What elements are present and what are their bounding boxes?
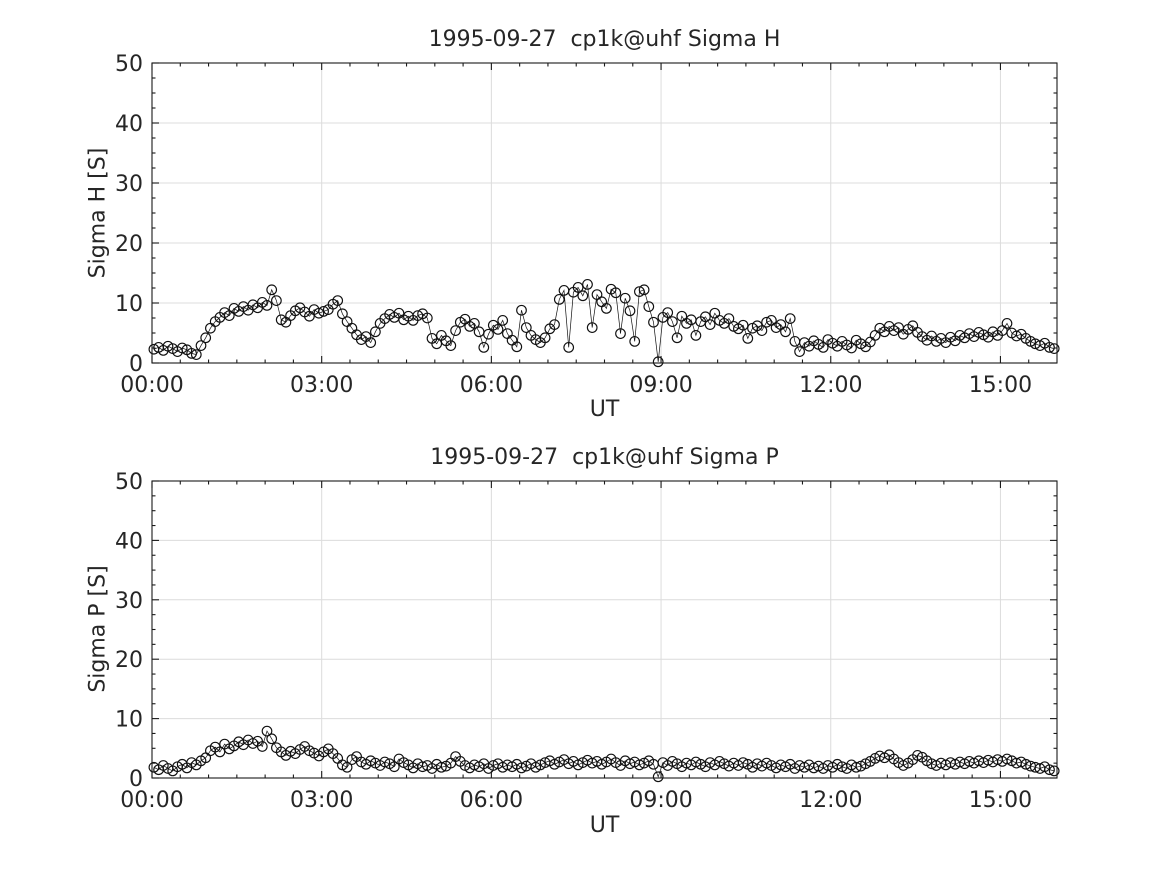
sigma-p-grid	[152, 481, 1057, 778]
sigma-h-x-tick-label: 00:00	[120, 373, 183, 398]
sigma-h-series-line	[153, 284, 1055, 362]
sigma-p-x-tick-label: 09:00	[629, 788, 692, 813]
sigma-p-x-tick-label: 00:00	[120, 788, 183, 813]
sigma-h-y-tick-label: 20	[115, 232, 143, 257]
sigma-p-x-tick-label: 03:00	[290, 788, 353, 813]
sigma-h-y-tick-label: 50	[115, 52, 143, 77]
sigma-p-x-tick-label: 12:00	[799, 788, 862, 813]
sigma-p-y-tick-label: 50	[115, 470, 143, 495]
sigma-h-x-tick-label: 15:00	[969, 373, 1032, 398]
sigma-p-series-markers	[148, 725, 1060, 783]
sigma-p-xlabel: UT	[589, 813, 620, 838]
sigma-h-y-tick-label: 30	[115, 172, 143, 197]
sigma-p-tick-labels: 00:00 03:00 06:00 09:00 12:00 15:00 0 10 20 30 40 5…	[115, 470, 1032, 813]
sigma-h-series-markers	[148, 279, 1060, 368]
sigma-h-title: 1995-09-27 cp1k@uhf Sigma H	[428, 27, 781, 52]
sigma-p-y-tick-label: 20	[115, 648, 143, 673]
sigma-p-x-tick-label: 15:00	[969, 788, 1032, 813]
sigma-p-axes-box	[151, 480, 1058, 779]
sigma-p-panel: 00:00 03:00 06:00 09:00 12:00 15:00 0 10 20 30 40 5…	[115, 470, 1060, 813]
sigma-p-ticks	[151, 480, 1057, 779]
sigma-p-y-tick-label: 10	[115, 708, 143, 733]
sigma-p-y-tick-label: 0	[129, 767, 143, 792]
sigma-p-y-tick-label: 40	[115, 529, 143, 554]
sigma-h-y-tick-label: 10	[115, 292, 143, 317]
sigma-h-x-tick-label: 06:00	[460, 373, 523, 398]
sigma-h-tick-labels: 00:00 03:00 06:00 09:00 12:00 15:00 0 10 20 30 40 5…	[115, 52, 1032, 398]
sigma-h-ticks	[151, 62, 1057, 364]
sigma-h-xlabel: UT	[589, 397, 620, 422]
sigma-h-x-tick-label: 03:00	[290, 373, 353, 398]
sigma-h-y-tick-label: 40	[115, 112, 143, 137]
sigma-p-y-tick-label: 30	[115, 589, 143, 614]
sigma-h-x-tick-label: 12:00	[799, 373, 862, 398]
sigma-p-title: 1995-09-27 cp1k@uhf Sigma P	[430, 445, 779, 470]
sigma-h-panel: 00:00 03:00 06:00 09:00 12:00 15:00 0 10 20 30 40 5…	[115, 52, 1060, 398]
sigma-h-y-tick-label: 0	[129, 352, 143, 377]
sigma-p-x-tick-label: 06:00	[460, 788, 523, 813]
sigma-h-x-tick-label: 09:00	[629, 373, 692, 398]
